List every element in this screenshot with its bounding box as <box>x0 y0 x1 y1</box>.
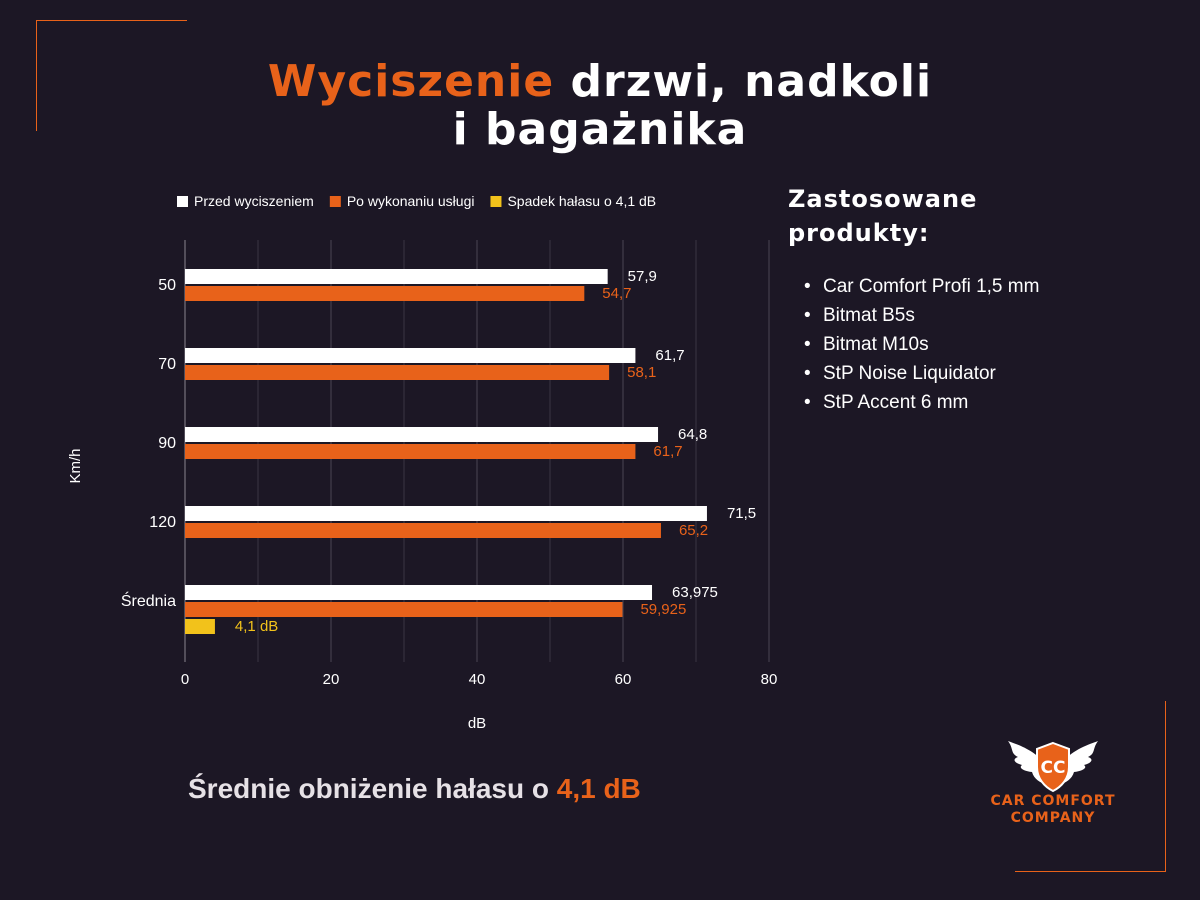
y-tick-label: Średnia <box>121 591 176 610</box>
company-logo: CC CAR COMFORT COMPANY <box>968 735 1138 835</box>
logo-line-1: CAR COMFORT <box>990 793 1116 809</box>
product-item: Car Comfort Profi 1,5 mm <box>804 272 1168 301</box>
wings-badge-icon: CC <box>1008 741 1098 793</box>
bar <box>185 348 636 363</box>
bar <box>185 365 610 380</box>
page-title: Wyciszenie drzwi, nadkoli i bagażnika <box>0 58 1200 154</box>
bar <box>185 506 707 521</box>
data-label: 4,1 dB <box>235 618 278 635</box>
summary-text: Średnie obniżenie hałasu o 4,1 dB <box>188 773 641 805</box>
products-panel: Zastosowane produkty: Car Comfort Profi … <box>788 182 1168 417</box>
product-item: Bitmat B5s <box>804 301 1168 330</box>
summary-value: 4,1 dB <box>556 773 641 804</box>
corner-frame-bottom-right <box>1015 701 1166 872</box>
product-item: Bitmat M10s <box>804 330 1168 359</box>
title-line-1: Wyciszenie drzwi, nadkoli <box>0 58 1200 106</box>
x-tick-label: 60 <box>615 671 632 688</box>
title-rest: drzwi, nadkoli <box>570 56 933 107</box>
x-axis-title: dB <box>468 715 486 732</box>
data-label: 57,9 <box>628 268 657 285</box>
y-tick-label: 120 <box>149 514 176 531</box>
bar <box>185 585 653 600</box>
title-accent: Wyciszenie <box>267 56 555 107</box>
y-tick-label: 50 <box>158 277 176 294</box>
bar <box>185 444 636 459</box>
logo-badge-text: CC <box>1041 758 1066 778</box>
bar <box>185 523 661 538</box>
data-label: 59,925 <box>640 601 686 618</box>
legend-swatch <box>490 196 502 207</box>
x-tick-label: 0 <box>181 671 189 688</box>
x-tick-label: 40 <box>469 671 486 688</box>
legend-label: Przed wyciszeniem <box>194 193 314 209</box>
title-line-2: i bagażnika <box>452 104 748 155</box>
legend-swatch <box>177 196 188 207</box>
bar <box>185 619 215 634</box>
products-list: Car Comfort Profi 1,5 mm Bitmat B5s Bitm… <box>788 272 1168 417</box>
bar <box>185 602 623 617</box>
y-axis-title: Km/h <box>67 448 84 483</box>
bar <box>185 286 585 301</box>
data-label: 64,8 <box>678 426 707 443</box>
legend-label: Po wykonaniu usługi <box>347 193 475 209</box>
data-label: 61,7 <box>655 347 684 364</box>
x-tick-label: 20 <box>323 671 340 688</box>
y-tick-label: 70 <box>158 356 176 373</box>
legend-swatch <box>329 196 341 207</box>
logo-line-2: COMPANY <box>1010 810 1096 826</box>
bar <box>185 427 659 442</box>
corner-frame-top-left <box>36 20 187 131</box>
legend-label: Spadek hałasu o 4,1 dB <box>507 193 656 209</box>
data-label: 61,7 <box>653 443 682 460</box>
data-label: 54,7 <box>602 285 631 302</box>
products-heading: Zastosowane produkty: <box>788 185 978 247</box>
summary-label: Średnie obniżenie hałasu o <box>188 773 557 804</box>
x-tick-label: 80 <box>761 671 778 688</box>
y-tick-label: 90 <box>158 435 176 452</box>
data-label: 58,1 <box>627 364 656 381</box>
data-label: 71,5 <box>727 505 756 522</box>
data-label: 65,2 <box>679 522 708 539</box>
data-label: 63,975 <box>672 584 718 601</box>
bar <box>185 269 608 284</box>
product-item: StP Noise Liquidator <box>804 359 1168 388</box>
product-item: StP Accent 6 mm <box>804 388 1168 417</box>
